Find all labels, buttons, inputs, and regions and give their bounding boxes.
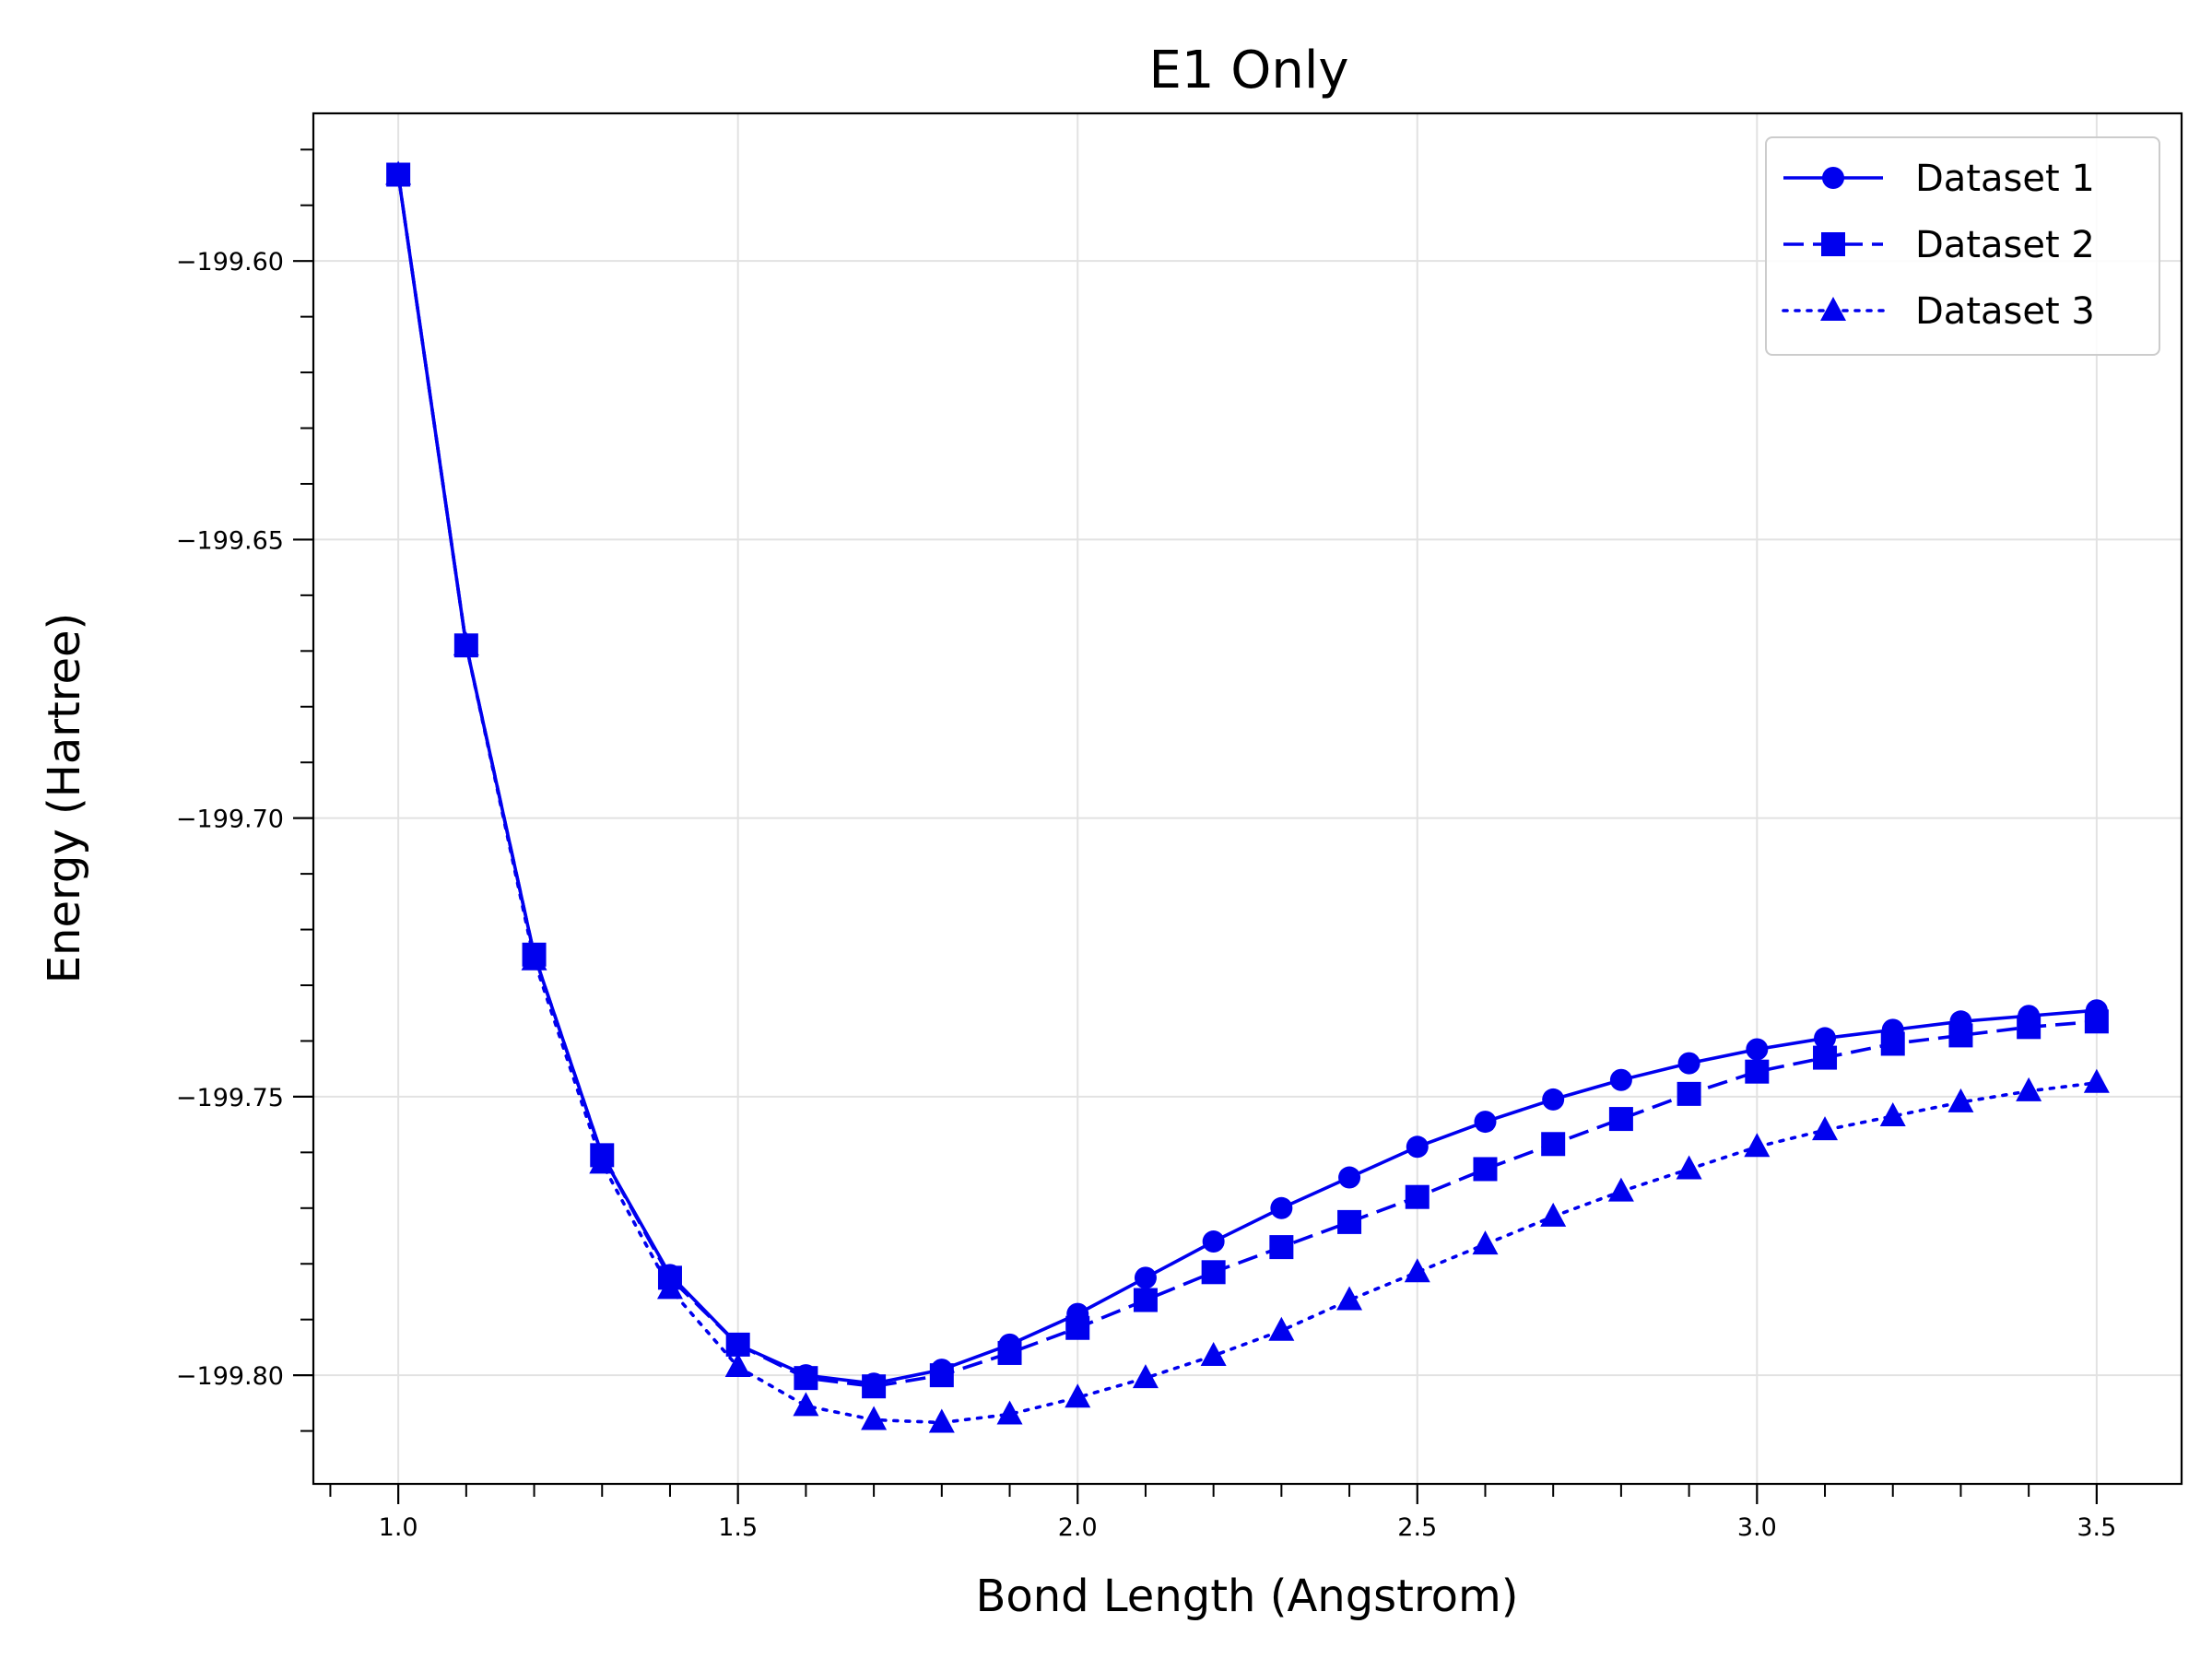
series-3-point bbox=[1336, 1286, 1363, 1311]
series-2-point bbox=[1677, 1081, 1701, 1106]
x-axis-title: Bond Length (Angstrom) bbox=[975, 1571, 1518, 1622]
legend-label-3: Dataset 3 bbox=[1915, 290, 2095, 333]
plot-frame bbox=[312, 112, 2183, 1486]
series-2-point bbox=[1745, 1059, 1770, 1084]
series-1-point bbox=[794, 1364, 818, 1387]
series-2-point bbox=[1473, 1157, 1498, 1182]
x-tick-label: 1.5 bbox=[718, 1513, 758, 1542]
series-1-point bbox=[726, 1333, 749, 1356]
series-1-line bbox=[396, 174, 2098, 1385]
y-tick-label: −199.60 bbox=[176, 248, 284, 276]
series-1-point bbox=[863, 1372, 886, 1395]
x-tick-label: 2.5 bbox=[1397, 1513, 1437, 1542]
series-1-point bbox=[1406, 1135, 1429, 1159]
series-1-point bbox=[454, 634, 477, 657]
series-3-point bbox=[1607, 1177, 1634, 1202]
series-1-point bbox=[387, 163, 410, 186]
series-2-point bbox=[1405, 1184, 1430, 1209]
legend-marker-2 bbox=[1821, 232, 1845, 256]
series-1-point bbox=[591, 1144, 614, 1167]
legend-marker-1 bbox=[1822, 167, 1844, 189]
series-1-point bbox=[1134, 1266, 1157, 1289]
series-1-point bbox=[998, 1333, 1021, 1356]
series-1-point bbox=[1270, 1196, 1293, 1219]
series-1-point bbox=[1338, 1166, 1361, 1189]
series-2-point bbox=[1337, 1209, 1362, 1234]
series-3-point bbox=[724, 1353, 751, 1378]
series-1-point bbox=[1881, 1018, 1904, 1041]
series-3-point bbox=[1404, 1258, 1430, 1283]
legend-marker-3 bbox=[1820, 297, 1846, 321]
series-3-point bbox=[1812, 1116, 1839, 1141]
series-1-point bbox=[1474, 1111, 1497, 1134]
series-3-point bbox=[996, 1400, 1023, 1425]
series-3-point bbox=[1947, 1088, 1974, 1112]
x-tick-label: 3.5 bbox=[2077, 1513, 2116, 1542]
series-3-point bbox=[2016, 1077, 2042, 1101]
series-1-point bbox=[1746, 1038, 1769, 1061]
series-3-point bbox=[1268, 1316, 1295, 1341]
series-2-point bbox=[1541, 1132, 1566, 1157]
legend-box bbox=[1765, 136, 2160, 356]
series-1-point bbox=[2085, 999, 2108, 1022]
series-3-point bbox=[928, 1408, 955, 1433]
series-1-point bbox=[930, 1359, 953, 1382]
y-axis-title: Energy (Hartree) bbox=[39, 613, 90, 984]
series-3-point bbox=[793, 1392, 819, 1417]
series-3-point bbox=[1879, 1102, 1906, 1127]
series-group bbox=[385, 160, 2110, 1433]
series-1-point bbox=[2018, 1005, 2041, 1028]
series-2-point bbox=[1269, 1235, 1294, 1260]
series-1-point bbox=[1202, 1230, 1225, 1253]
chart-title: E1 Only bbox=[1148, 41, 1348, 100]
legend-label-2: Dataset 2 bbox=[1915, 224, 2095, 266]
series-1-point bbox=[1066, 1302, 1089, 1325]
series-1-point bbox=[523, 943, 546, 966]
series-2-point bbox=[1813, 1045, 1838, 1070]
series-3-point bbox=[1540, 1202, 1567, 1227]
series-1 bbox=[387, 163, 2108, 1395]
y-tick-label: −199.80 bbox=[176, 1362, 284, 1391]
series-2-point bbox=[1133, 1288, 1158, 1312]
series-3-point bbox=[1200, 1341, 1227, 1366]
series-3-point bbox=[1676, 1155, 1702, 1180]
series-3-point bbox=[1472, 1230, 1499, 1255]
series-2-point bbox=[1201, 1260, 1226, 1285]
legend-label-1: Dataset 1 bbox=[1915, 158, 2095, 200]
series-1-point bbox=[1609, 1068, 1632, 1091]
series-2-point bbox=[1608, 1107, 1633, 1132]
series-3-point bbox=[2083, 1068, 2110, 1093]
series-3-point bbox=[1065, 1383, 1091, 1408]
series-1-point bbox=[1677, 1052, 1700, 1075]
x-tick-label: 2.0 bbox=[1058, 1513, 1098, 1542]
y-tick-label: −199.75 bbox=[176, 1084, 284, 1112]
series-3-line bbox=[396, 172, 2099, 1425]
series-3-point bbox=[1744, 1133, 1771, 1158]
axis-ticks: 1.0 1.5 2.0 2.5 3.0 3.5 −199.80 −199.75 −199.70 −… bbox=[176, 148, 2116, 1542]
legend: Dataset 1 Dataset 2 Dataset 3 bbox=[1765, 136, 2160, 356]
x-tick-label: 1.0 bbox=[379, 1513, 418, 1542]
series-1-point bbox=[1949, 1010, 1972, 1033]
series-1-point bbox=[658, 1264, 681, 1287]
x-tick-label: 3.0 bbox=[1737, 1513, 1777, 1542]
series-1-point bbox=[1542, 1088, 1565, 1111]
series-3-point bbox=[861, 1406, 888, 1430]
y-tick-label: −199.70 bbox=[176, 806, 284, 834]
series-1-point bbox=[1814, 1027, 1837, 1050]
y-tick-label: −199.65 bbox=[176, 526, 284, 555]
series-3-point bbox=[1132, 1364, 1159, 1389]
